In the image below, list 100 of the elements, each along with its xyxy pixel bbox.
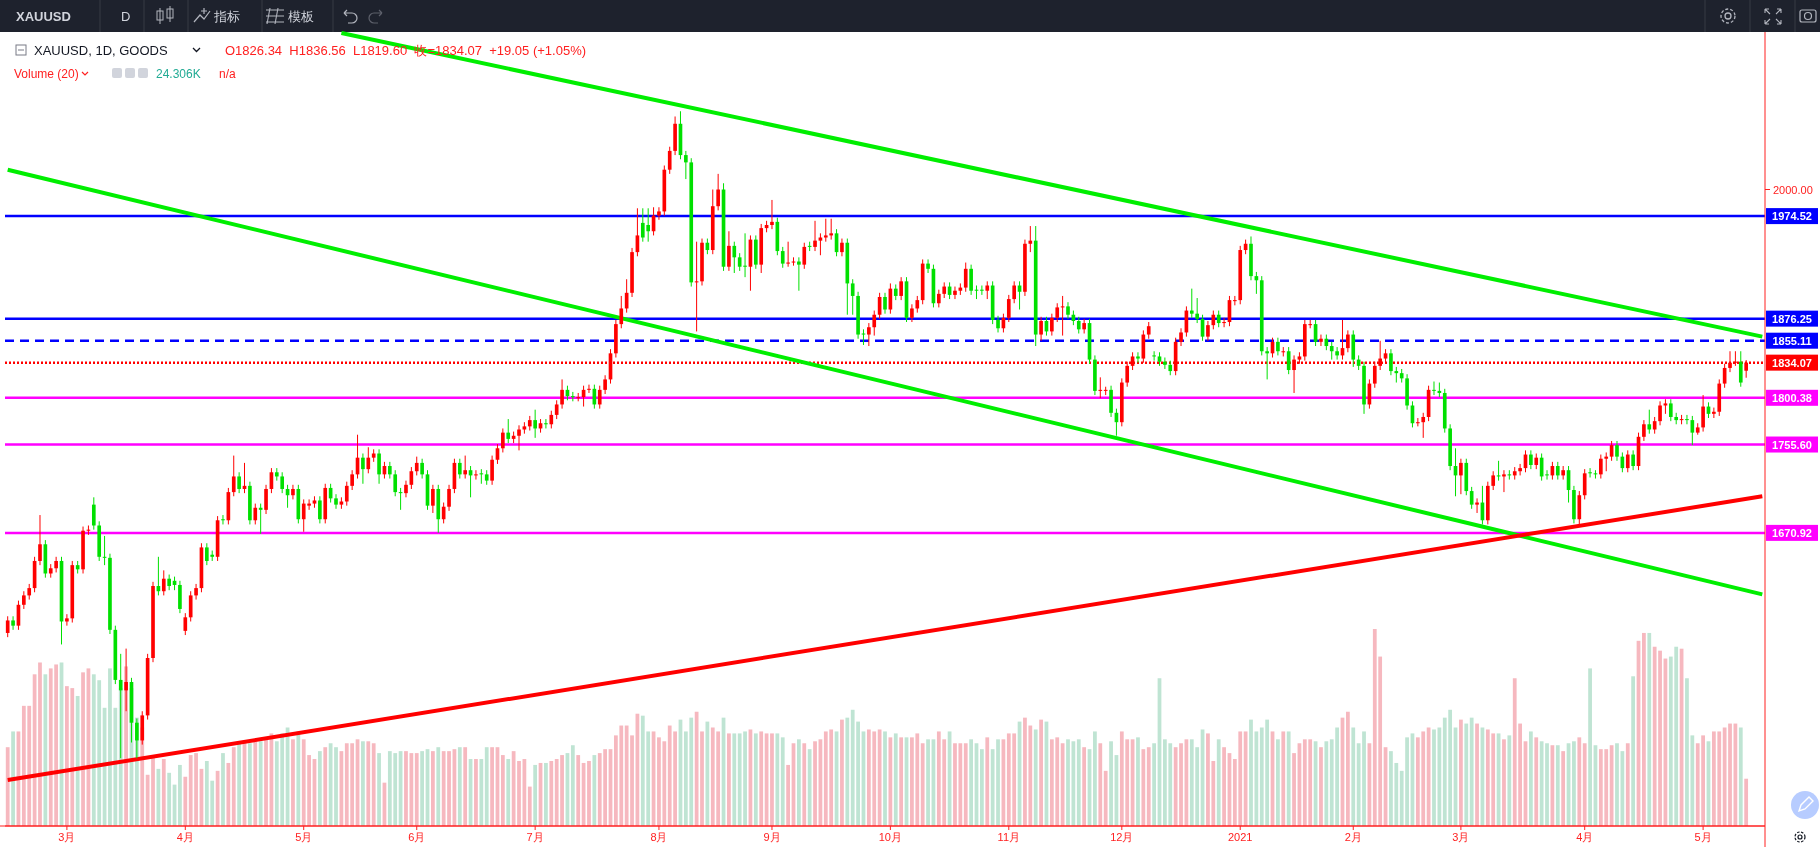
candlestick (280, 471, 285, 494)
candlestick (161, 569, 166, 596)
candlestick (926, 258, 930, 274)
candlestick (850, 278, 855, 316)
candlestick (1206, 320, 1210, 342)
bar (1582, 743, 1587, 826)
bar (1286, 731, 1291, 826)
candlestick (980, 285, 984, 296)
bar (1033, 729, 1038, 826)
candlestick (1685, 414, 1689, 425)
candlestick (1545, 469, 1549, 481)
candlestick (963, 262, 968, 293)
candlestick (786, 241, 790, 268)
candlestick (91, 496, 96, 531)
bar (1642, 632, 1646, 826)
bar (813, 741, 817, 826)
candlestick (5, 615, 10, 638)
bar (544, 762, 548, 826)
bar (371, 743, 376, 826)
y-tick-label: 1876.25 (1772, 312, 1812, 325)
bar (221, 753, 225, 826)
bar (1577, 737, 1582, 826)
bar (899, 737, 904, 826)
bar (436, 747, 441, 826)
candlestick (377, 448, 381, 485)
bar (1039, 719, 1043, 826)
candlestick (1502, 469, 1506, 493)
bar (253, 741, 258, 826)
bar (727, 733, 731, 826)
bar (920, 743, 925, 826)
bar (770, 733, 774, 826)
bar (587, 760, 591, 826)
y-tick-label: 2000.00 (1773, 183, 1813, 196)
bar (1082, 747, 1087, 826)
bar (1475, 723, 1479, 826)
candlestick (1701, 394, 1705, 433)
bar (1561, 751, 1566, 826)
bar (38, 662, 42, 826)
bar (420, 751, 425, 826)
bar (786, 764, 790, 826)
text: 指标 (213, 9, 240, 24)
bar (1103, 770, 1108, 826)
x-tick-label: 8月 (650, 831, 668, 843)
bar (888, 737, 893, 826)
candlestick (1066, 301, 1070, 320)
candlestick (231, 455, 236, 497)
bar (759, 731, 764, 826)
bar (1631, 676, 1636, 826)
bar (1345, 711, 1350, 826)
candlestick (684, 150, 688, 180)
x-tick-label: 9月 (763, 831, 781, 843)
bar (463, 747, 468, 826)
candlestick (1604, 451, 1609, 472)
x-tick-label: 3月 (1452, 831, 1470, 843)
x-tick-label: 4月 (1576, 831, 1594, 843)
candlestick (490, 455, 494, 486)
candlestick (1738, 350, 1743, 388)
bar (845, 717, 850, 826)
candlestick (969, 264, 973, 296)
bar (258, 741, 263, 826)
candlestick (770, 199, 774, 230)
bar (1146, 747, 1151, 826)
text: XAUUSD (16, 9, 71, 24)
bar (797, 739, 801, 826)
candlestick (867, 322, 871, 347)
candlestick (517, 424, 521, 451)
candlestick (344, 481, 349, 507)
bar (248, 743, 252, 826)
candlestick (1050, 313, 1054, 337)
candlestick (1028, 225, 1033, 253)
bar (317, 751, 322, 826)
text: 模板 (288, 9, 314, 24)
candlestick (1658, 400, 1662, 426)
candlestick (334, 493, 338, 510)
bar (980, 749, 984, 826)
bar (985, 737, 990, 826)
bar (1738, 727, 1743, 826)
candlestick (264, 484, 268, 515)
bar (1319, 747, 1323, 826)
candlestick (420, 458, 424, 480)
bar (753, 733, 758, 826)
candlestick (1039, 316, 1043, 342)
bar (484, 747, 489, 826)
candlestick (953, 286, 957, 300)
bar (780, 737, 785, 826)
bar (264, 739, 268, 826)
bar (474, 759, 478, 826)
bar (226, 762, 231, 826)
bar (1507, 735, 1512, 826)
bar (178, 764, 182, 826)
bar (732, 733, 737, 826)
candlestick (414, 456, 419, 476)
candlestick (1189, 288, 1194, 319)
y-tick-label: 1670.92 (1772, 526, 1812, 539)
bar (1098, 743, 1103, 826)
bar (533, 764, 538, 826)
x-tick-label: 6月 (408, 831, 426, 843)
candlestick (1599, 454, 1603, 480)
candlestick (813, 220, 817, 252)
candlestick (780, 246, 785, 269)
